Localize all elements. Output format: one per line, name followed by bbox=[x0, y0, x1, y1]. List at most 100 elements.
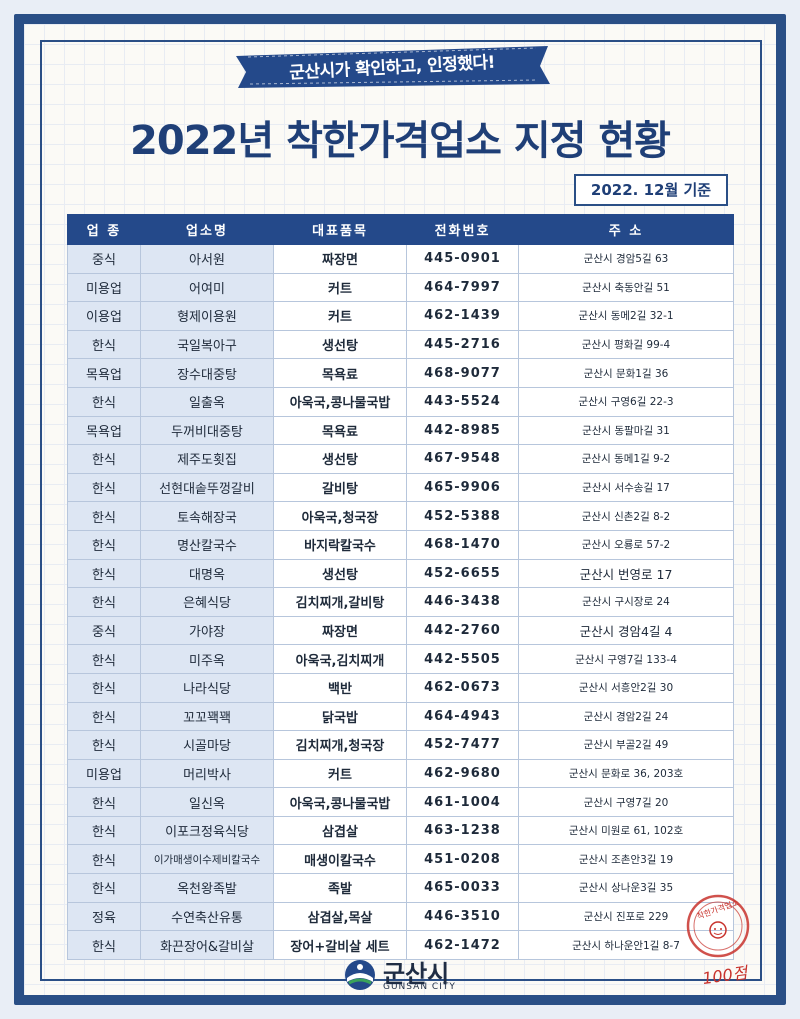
store-name-cell: 토속해장국 bbox=[140, 501, 274, 531]
item-cell: 김치찌개,청국장 bbox=[273, 730, 407, 760]
table-row: 한식 은혜식당 김치찌개,갈비탕 446-3438 군산시 구시장로 24 bbox=[67, 587, 734, 617]
table-row: 한식 이가매생이수제비칼국수 매생이칼국수 451-0208 군산시 조촌안3길 19 bbox=[67, 844, 734, 875]
table-row: 한식 꼬꼬꽥꽥 닭국밥 464-4943 군산시 경암2길 24 bbox=[67, 701, 734, 732]
category-cell: 중식 bbox=[67, 615, 141, 646]
item-cell: 생선탕 bbox=[273, 329, 407, 360]
ribbon-shape bbox=[236, 46, 550, 88]
phone-cell: 467-9548 bbox=[406, 444, 519, 474]
item-cell: 커트 bbox=[273, 272, 407, 303]
store-name-cell: 시골마당 bbox=[140, 730, 274, 760]
table-row: 한식 대명옥 생선탕 452-6655 군산시 번영로 17 bbox=[67, 558, 734, 589]
item-cell: 아욱국,콩나물국밥 bbox=[273, 787, 407, 817]
store-name-cell: 꼬꼬꽥꽥 bbox=[140, 701, 274, 732]
table-header-row: 업 종 업소명 대표품목 전화번호 주 소 bbox=[67, 214, 734, 245]
table-row: 중식 아서원 짜장면 445-0901 군산시 경암5길 63 bbox=[67, 244, 734, 274]
category-cell: 한식 bbox=[67, 329, 141, 360]
address-cell: 군산시 동메2길 32-1 bbox=[518, 301, 734, 331]
store-name-cell: 미주옥 bbox=[140, 644, 274, 674]
column-header: 업소명 bbox=[140, 214, 274, 245]
store-name-cell: 옥천왕족발 bbox=[140, 873, 274, 903]
category-cell: 목욕업 bbox=[67, 415, 141, 446]
address-cell: 군산시 구시장로 24 bbox=[518, 587, 734, 617]
phone-cell: 451-0208 bbox=[406, 844, 519, 875]
address-cell: 군산시 동팔마길 31 bbox=[518, 415, 734, 446]
category-cell: 한식 bbox=[67, 701, 141, 732]
phone-cell: 442-5505 bbox=[406, 644, 519, 674]
item-cell: 생선탕 bbox=[273, 558, 407, 589]
phone-cell: 445-2716 bbox=[406, 329, 519, 360]
phone-cell: 468-1470 bbox=[406, 529, 519, 560]
phone-cell: 452-6655 bbox=[406, 558, 519, 589]
item-cell: 아욱국,콩나물국밥 bbox=[273, 386, 407, 417]
item-cell: 아욱국,김치찌개 bbox=[273, 644, 407, 674]
store-name-cell: 아서원 bbox=[140, 244, 274, 274]
category-cell: 한식 bbox=[67, 815, 141, 846]
address-cell: 군산시 미원로 61, 102호 bbox=[518, 815, 734, 846]
phone-cell: 443-5524 bbox=[406, 386, 519, 417]
store-name-cell: 은혜식당 bbox=[140, 587, 274, 617]
item-cell: 짜장면 bbox=[273, 244, 407, 274]
category-cell: 한식 bbox=[67, 558, 141, 589]
table-row: 한식 옥천왕족발 족발 465-0033 군산시 상나운3길 35 bbox=[67, 873, 734, 903]
table-row: 미용업 머리박사 커트 462-9680 군산시 문화로 36, 203호 bbox=[67, 758, 734, 789]
table-row: 한식 이포크정육식당 삼겹살 463-1238 군산시 미원로 61, 102호 bbox=[67, 815, 734, 846]
phone-cell: 464-7997 bbox=[406, 272, 519, 303]
table-row: 한식 화끈장어&갈비살 장어+갈비살 세트 462-1472 군산시 하나운안1길 8-… bbox=[67, 930, 734, 960]
store-name-cell: 가야장 bbox=[140, 615, 274, 646]
table-row: 한식 선현대솥뚜껑갈비 갈비탕 465-9906 군산시 서수송길 17 bbox=[67, 472, 734, 503]
item-cell: 커트 bbox=[273, 758, 407, 789]
item-cell: 삼겹살,목살 bbox=[273, 901, 407, 932]
address-cell: 군산시 경암4길 4 bbox=[518, 615, 734, 646]
phone-cell: 452-7477 bbox=[406, 730, 519, 760]
table-row: 한식 국일복아구 생선탕 445-2716 군산시 평화길 99-4 bbox=[67, 329, 734, 360]
address-cell: 군산시 조촌안3길 19 bbox=[518, 844, 734, 875]
stamp-seal bbox=[686, 894, 750, 958]
item-cell: 김치찌개,갈비탕 bbox=[273, 587, 407, 617]
phone-cell: 461-1004 bbox=[406, 787, 519, 817]
column-header: 주 소 bbox=[518, 214, 734, 245]
category-cell: 한식 bbox=[67, 873, 141, 903]
address-cell: 군산시 구영6길 22-3 bbox=[518, 386, 734, 417]
category-cell: 한식 bbox=[67, 472, 141, 503]
item-cell: 목욕료 bbox=[273, 358, 407, 388]
store-name-cell: 화끈장어&갈비살 bbox=[140, 930, 274, 960]
category-cell: 한식 bbox=[67, 587, 141, 617]
category-cell: 한식 bbox=[67, 787, 141, 817]
store-name-cell: 명산칼국수 bbox=[140, 529, 274, 560]
table-row: 목욕업 장수대중탕 목욕료 468-9077 군산시 문화1길 36 bbox=[67, 358, 734, 388]
logo-name: 군산시 bbox=[383, 960, 450, 988]
phone-cell: 462-9680 bbox=[406, 758, 519, 789]
item-cell: 백반 bbox=[273, 672, 407, 703]
phone-cell: 465-0033 bbox=[406, 873, 519, 903]
category-cell: 미용업 bbox=[67, 758, 141, 789]
category-cell: 한식 bbox=[67, 730, 141, 760]
category-cell: 한식 bbox=[67, 644, 141, 674]
phone-cell: 463-1238 bbox=[406, 815, 519, 846]
item-cell: 매생이칼국수 bbox=[273, 844, 407, 875]
category-cell: 한식 bbox=[67, 386, 141, 417]
gunsan-logo: 군산시 GUNSAN CITY bbox=[343, 956, 483, 998]
category-cell: 한식 bbox=[67, 672, 141, 703]
address-cell: 군산시 문화로 36, 203호 bbox=[518, 758, 734, 789]
phone-cell: 462-1439 bbox=[406, 301, 519, 331]
category-cell: 중식 bbox=[67, 244, 141, 274]
item-cell: 목욕료 bbox=[273, 415, 407, 446]
date-badge: 2022. 12월 기준 bbox=[574, 174, 728, 206]
store-name-cell: 일신옥 bbox=[140, 787, 274, 817]
address-cell: 군산시 문화1길 36 bbox=[518, 358, 734, 388]
address-cell: 군산시 평화길 99-4 bbox=[518, 329, 734, 360]
store-name-cell: 이포크정육식당 bbox=[140, 815, 274, 846]
table-row: 한식 미주옥 아욱국,김치찌개 442-5505 군산시 구영7길 133-4 bbox=[67, 644, 734, 674]
phone-cell: 462-1472 bbox=[406, 930, 519, 960]
address-cell: 군산시 상나운3길 35 bbox=[518, 873, 734, 903]
city-emblem-icon bbox=[345, 960, 375, 990]
address-cell: 군산시 경암5길 63 bbox=[518, 244, 734, 274]
address-cell: 군산시 동메1길 9-2 bbox=[518, 444, 734, 474]
category-cell: 한식 bbox=[67, 930, 141, 960]
store-name-cell: 두꺼비대중탕 bbox=[140, 415, 274, 446]
table-row: 이용업 형제이용원 커트 462-1439 군산시 동메2길 32-1 bbox=[67, 301, 734, 331]
page-title: 2022년 착한가격업소 지정 현황 bbox=[130, 118, 671, 164]
item-cell: 삼겹살 bbox=[273, 815, 407, 846]
column-header: 업 종 bbox=[67, 214, 141, 245]
phone-cell: 465-9906 bbox=[406, 472, 519, 503]
